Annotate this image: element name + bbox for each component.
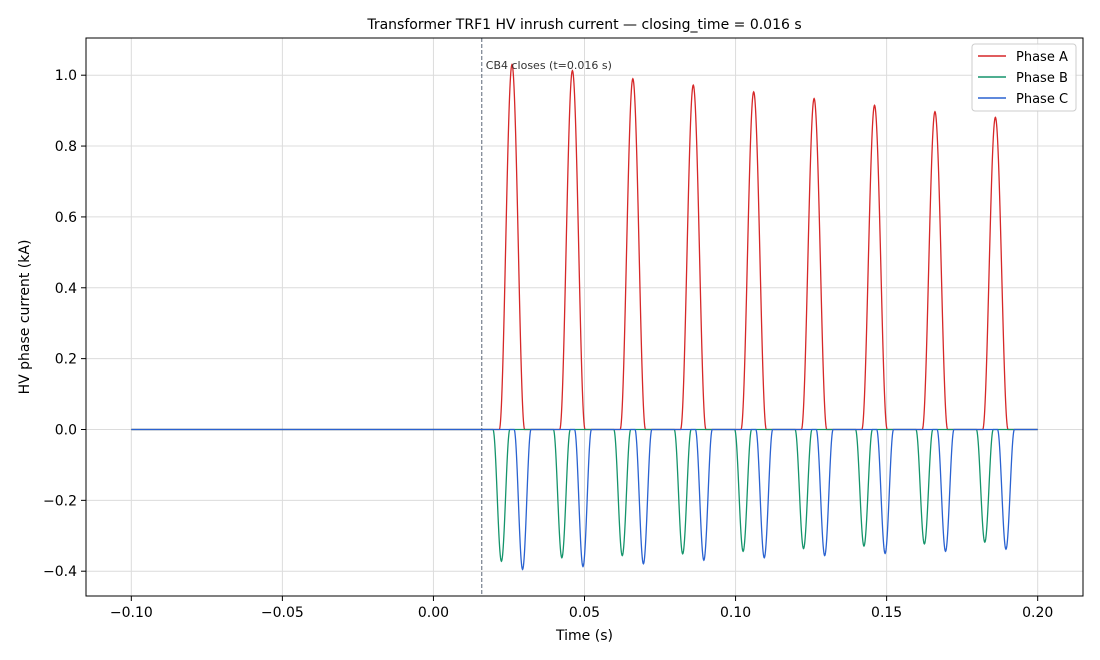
legend: Phase A Phase B Phase C (971, 43, 1077, 112)
y-tick-label: 1.0 (55, 68, 77, 84)
y-tick-label: 0.6 (55, 210, 77, 226)
ticks: −0.10 −0.05 0.00 0.05 0.10 0.15 0.20 −0.4 −0.2 0.… (43, 68, 1053, 621)
y-tick-label: 0.2 (55, 352, 77, 368)
legend-box (971, 43, 1077, 112)
y-tick-label: −0.2 (43, 493, 77, 509)
y-tick-label: −0.4 (43, 564, 77, 580)
x-tick-label: −0.10 (110, 605, 153, 621)
y-tick-label: 0.0 (55, 422, 77, 438)
chart-title: Transformer TRF1 HV inrush current — clo… (366, 17, 801, 33)
y-axis-label: HV phase current (kA) (17, 240, 33, 395)
plot-area (131, 38, 1038, 596)
x-tick-label: 0.10 (720, 605, 751, 621)
x-tick-label: 0.05 (569, 605, 600, 621)
series-line-phase-c (131, 428, 1038, 571)
x-tick-label: 0.20 (1022, 605, 1053, 621)
legend-label: Phase C (1016, 92, 1068, 107)
legend-label: Phase A (1016, 50, 1068, 65)
x-axis-label: Time (s) (555, 628, 613, 644)
x-tick-label: 0.15 (871, 605, 902, 621)
x-tick-label: 0.00 (418, 605, 449, 621)
y-tick-label: 0.4 (55, 281, 77, 297)
switching-annotation: CB4 closes (t=0.016 s) (486, 59, 612, 72)
legend-label: Phase B (1016, 71, 1068, 86)
y-tick-label: 0.8 (55, 139, 77, 155)
x-tick-label: −0.05 (261, 605, 304, 621)
